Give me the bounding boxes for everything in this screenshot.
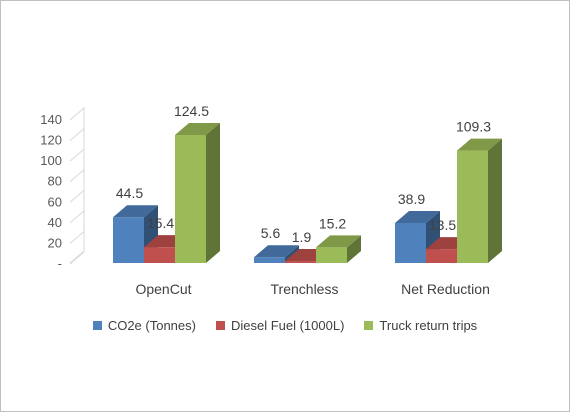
bar-side [206,122,220,263]
legend-item: Diesel Fuel (1000L) [215,318,345,333]
bar-side [488,138,502,263]
bar [457,150,488,263]
bar-top [316,235,361,248]
y-tick-mark [69,128,85,141]
bar [144,247,175,263]
y-tick-mark [69,251,85,265]
category-label: Trenchless [271,281,339,297]
bar [395,222,426,263]
bar-side [347,235,361,263]
bar-top [175,122,220,135]
y-tick-label: - [58,256,62,271]
data-label: 5.6 [261,225,281,241]
category-label: OpenCut [135,281,191,297]
bar [254,257,285,263]
y-tick-mark [69,231,85,244]
bar-top [254,245,299,258]
y-tick-mark [69,148,85,162]
bar-top [457,138,502,151]
y-tick-label: 40 [48,215,62,230]
data-label: 13.5 [429,217,456,233]
data-label: 109.3 [456,119,491,135]
bar-top [395,210,440,223]
y-tick-mark [69,169,85,183]
floor-edge [69,250,85,264]
y-tick-mark [69,210,85,224]
y-tick-label: 20 [48,235,62,250]
legend-label: CO2e (Tonnes) [107,318,196,333]
legend-swatch [215,321,225,330]
legend-label: Diesel Fuel (1000L) [230,318,345,333]
y-tick-mark [69,107,85,121]
y-tick-label: 120 [40,133,62,148]
bar [285,261,316,263]
legend-swatch [92,321,102,330]
bar-top [113,205,158,218]
legend-item: Truck return trips [364,318,477,333]
data-label: 44.5 [116,185,143,201]
data-label: 1.9 [292,229,312,245]
bar [113,217,144,263]
bar [175,134,206,263]
legend-item: CO2e (Tonnes) [92,318,196,333]
legend-swatch [364,321,374,330]
y-tick-label: 60 [48,194,62,209]
data-label: 15.2 [319,215,346,231]
y-tick-label: 100 [40,153,62,168]
data-label: 38.9 [398,191,425,207]
y-tick-label: 140 [40,112,62,127]
data-label: 15.4 [147,215,174,231]
y-tick-label: 80 [48,174,62,189]
category-label: Net Reduction [401,281,490,297]
bar [316,247,347,263]
legend-label: Truck return trips [379,318,478,333]
y-tick-mark [69,189,85,203]
bar [426,249,457,263]
chart-legend: CO2e (Tonnes) Diesel Fuel (1000L) Truck re… [0,318,570,333]
data-label: 124.5 [174,103,209,119]
